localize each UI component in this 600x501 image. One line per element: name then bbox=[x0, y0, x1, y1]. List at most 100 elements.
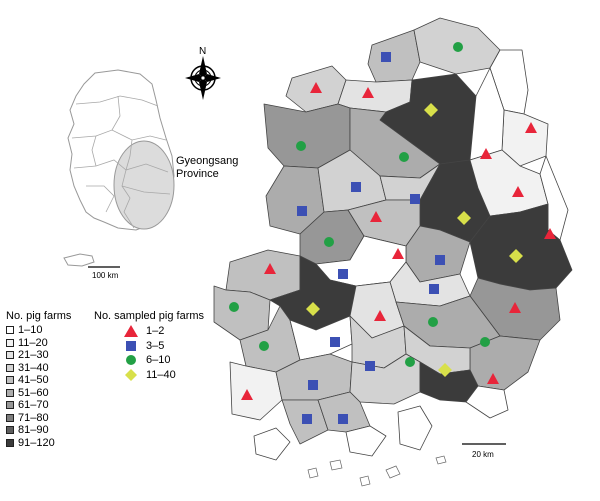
sample-marker-square bbox=[338, 414, 348, 424]
sample-marker-triangle bbox=[374, 310, 386, 321]
legend-swatch bbox=[6, 413, 14, 422]
inset-map: Gyeongsang Province 100 km bbox=[63, 69, 238, 280]
compass-rose-icon bbox=[185, 56, 221, 100]
legend-farm-class: 11–20 bbox=[6, 337, 71, 350]
sample-marker-triangle bbox=[370, 211, 382, 222]
inset-jeju-island bbox=[63, 253, 95, 267]
district-cheongsong bbox=[469, 67, 505, 161]
legend-pig-farms-title: No. pig farms bbox=[6, 310, 72, 322]
main-scale-label: 20 km bbox=[472, 450, 494, 459]
sample-marker-diamond bbox=[457, 211, 471, 225]
legend-sample-class: 6–10 bbox=[124, 353, 204, 368]
inset-gyeongsang-highlight bbox=[113, 140, 175, 230]
sample-marker-triangle bbox=[480, 148, 492, 159]
sample-marker-square bbox=[308, 380, 318, 390]
legend-farm-class: 61–70 bbox=[6, 399, 71, 412]
sample-marker-triangle bbox=[392, 248, 404, 259]
legend-farm-class: 81–90 bbox=[6, 424, 71, 437]
sample-marker-circle bbox=[480, 337, 490, 347]
legend-farm-label: 31–40 bbox=[18, 361, 49, 374]
legend-farm-label: 11–20 bbox=[18, 336, 48, 349]
legend-farm-label: 1–10 bbox=[18, 324, 43, 337]
district-tongyeong bbox=[345, 425, 387, 457]
legend-swatch bbox=[6, 363, 14, 372]
legend-farm-class: 31–40 bbox=[6, 362, 71, 375]
square-icon bbox=[126, 340, 136, 351]
sample-marker-square bbox=[302, 414, 312, 424]
sample-marker-diamond bbox=[438, 363, 452, 377]
circle-icon bbox=[126, 355, 136, 366]
sample-marker-triangle bbox=[241, 389, 253, 400]
diamond-icon bbox=[125, 368, 137, 381]
legend-farm-class: 51–60 bbox=[6, 387, 71, 400]
sample-marker-square bbox=[330, 337, 340, 347]
sample-marker-circle bbox=[296, 141, 306, 151]
inset-region-label: Gyeongsang bbox=[176, 155, 238, 167]
legend-farm-label: 61–70 bbox=[18, 399, 49, 412]
coastal-islands bbox=[307, 455, 447, 487]
legend-sample-label: 1–2 bbox=[146, 325, 165, 338]
legend-sampled-farms: No. sampled pig farms 1–2 3–5 6–10 11–40 bbox=[94, 310, 204, 382]
legend-swatch bbox=[6, 388, 14, 397]
legend-swatch bbox=[6, 426, 14, 435]
legend-sample-class: 3–5 bbox=[124, 339, 204, 354]
sample-marker-circle bbox=[405, 357, 415, 367]
north-label: N bbox=[199, 46, 206, 57]
sample-marker-square bbox=[381, 52, 391, 62]
sample-marker-square bbox=[435, 255, 445, 265]
legend-sample-label: 6–10 bbox=[146, 354, 171, 367]
legend-sampled-farms-title: No. sampled pig farms bbox=[94, 310, 205, 322]
district-busan bbox=[465, 385, 509, 419]
inset-province-boundaries bbox=[71, 95, 171, 229]
sample-marker-square bbox=[351, 182, 361, 192]
legend-farm-label: 81–90 bbox=[18, 424, 49, 437]
legend-swatch bbox=[6, 401, 14, 410]
sample-marker-triangle bbox=[525, 122, 537, 133]
legend-swatch bbox=[6, 438, 14, 447]
legend-farm-class: 41–50 bbox=[6, 374, 71, 387]
legend-pig-farms-list: 1–10 11–20 21–30 31–40 41–50 51–60 61–70 71–80 8… bbox=[6, 324, 71, 449]
legend-swatch bbox=[6, 376, 14, 385]
sample-marker-triangle bbox=[544, 228, 556, 239]
sample-marker-square bbox=[365, 361, 375, 371]
district-geoje bbox=[397, 405, 433, 451]
legend-swatch bbox=[6, 351, 14, 360]
legend-farm-class: 91–120 bbox=[6, 437, 71, 450]
sample-marker-square bbox=[297, 206, 307, 216]
inset-scale-label: 100 km bbox=[92, 271, 119, 280]
legend-sample-class: 1–2 bbox=[124, 324, 204, 339]
sample-marker-triangle bbox=[509, 302, 521, 313]
legend-swatch bbox=[6, 326, 14, 335]
sample-marker-triangle bbox=[264, 263, 276, 274]
district-bonghwa bbox=[367, 29, 421, 83]
legend-farm-class: 1–10 bbox=[6, 324, 71, 337]
legend-farm-class: 71–80 bbox=[6, 412, 71, 425]
sample-marker-circle bbox=[453, 42, 463, 52]
legend-farm-label: 71–80 bbox=[18, 411, 49, 424]
sample-marker-diamond bbox=[424, 103, 438, 117]
sample-marker-triangle bbox=[362, 87, 374, 98]
legend-sample-label: 3–5 bbox=[146, 339, 165, 352]
sample-marker-triangle bbox=[310, 82, 322, 93]
sample-marker-circle bbox=[229, 302, 239, 312]
sample-marker-circle bbox=[324, 237, 334, 247]
sample-marker-square bbox=[338, 269, 348, 279]
district-namhae bbox=[253, 427, 291, 461]
legend-farm-label: 21–30 bbox=[18, 349, 49, 362]
sample-marker-square bbox=[429, 284, 439, 294]
sample-marker-triangle bbox=[487, 373, 499, 384]
legend-farm-label: 51–60 bbox=[18, 386, 49, 399]
sample-marker-circle bbox=[428, 317, 438, 327]
sample-marker-square bbox=[410, 194, 420, 204]
inset-region-label-2: Province bbox=[176, 168, 219, 180]
triangle-icon bbox=[124, 325, 138, 338]
legend-swatch bbox=[6, 338, 14, 347]
sample-symbols bbox=[229, 42, 556, 424]
legend-sample-label: 11–40 bbox=[146, 368, 176, 381]
sample-marker-circle bbox=[399, 152, 409, 162]
legend-farm-label: 41–50 bbox=[18, 374, 49, 387]
sample-marker-diamond bbox=[306, 302, 320, 316]
legend-sample-class: 11–40 bbox=[124, 368, 204, 383]
legend-pig-farms: No. pig farms 1–10 11–20 21–30 31–40 41–50 51… bbox=[6, 310, 71, 449]
